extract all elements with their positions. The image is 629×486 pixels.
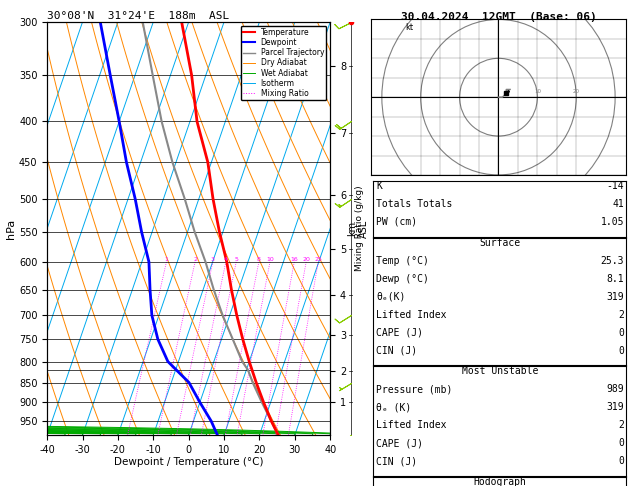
Text: CIN (J): CIN (J) xyxy=(376,456,417,467)
Text: 8: 8 xyxy=(257,257,261,262)
Text: CIN (J): CIN (J) xyxy=(376,346,417,356)
Text: 0: 0 xyxy=(618,328,624,338)
Text: Pressure (mb): Pressure (mb) xyxy=(376,384,452,395)
Text: Temp (°C): Temp (°C) xyxy=(376,256,429,266)
Legend: Temperature, Dewpoint, Parcel Trajectory, Dry Adiabat, Wet Adiabat, Isotherm, Mi: Temperature, Dewpoint, Parcel Trajectory… xyxy=(241,26,326,100)
Text: 20: 20 xyxy=(303,257,310,262)
Text: 30°08'N  31°24'E  188m  ASL: 30°08'N 31°24'E 188m ASL xyxy=(47,11,230,21)
Text: 2: 2 xyxy=(618,310,624,320)
Text: Lifted Index: Lifted Index xyxy=(376,420,447,431)
Text: Dewp (°C): Dewp (°C) xyxy=(376,274,429,284)
Text: 16: 16 xyxy=(291,257,298,262)
Text: Lifted Index: Lifted Index xyxy=(376,310,447,320)
Text: CAPE (J): CAPE (J) xyxy=(376,328,423,338)
Text: 8.1: 8.1 xyxy=(606,274,624,284)
Text: 10: 10 xyxy=(266,257,274,262)
Text: 25.3: 25.3 xyxy=(601,256,624,266)
Text: LCL: LCL xyxy=(372,365,388,375)
Text: 319: 319 xyxy=(606,402,624,413)
Text: 989: 989 xyxy=(606,384,624,395)
Text: 0: 0 xyxy=(618,456,624,467)
Text: 2: 2 xyxy=(618,420,624,431)
Text: 319: 319 xyxy=(606,292,624,302)
Text: 25: 25 xyxy=(314,257,322,262)
X-axis label: Dewpoint / Temperature (°C): Dewpoint / Temperature (°C) xyxy=(114,457,264,468)
Text: 3: 3 xyxy=(211,257,214,262)
Text: 4: 4 xyxy=(224,257,228,262)
Text: -14: -14 xyxy=(606,181,624,191)
Text: 1.05: 1.05 xyxy=(601,217,624,227)
Text: θₑ (K): θₑ (K) xyxy=(376,402,411,413)
Text: Hodograph: Hodograph xyxy=(474,477,526,486)
Y-axis label: km
ASL: km ASL xyxy=(348,219,369,238)
Y-axis label: hPa: hPa xyxy=(6,218,16,239)
Text: kt: kt xyxy=(405,23,413,33)
Text: Totals Totals: Totals Totals xyxy=(376,199,452,209)
Text: 0: 0 xyxy=(618,346,624,356)
Text: 0: 0 xyxy=(618,438,624,449)
Text: Mixing Ratio (g/kg): Mixing Ratio (g/kg) xyxy=(355,186,364,271)
Text: CAPE (J): CAPE (J) xyxy=(376,438,423,449)
Text: Surface: Surface xyxy=(479,238,521,248)
Text: PW (cm): PW (cm) xyxy=(376,217,417,227)
Text: 10: 10 xyxy=(534,89,541,94)
Text: 1: 1 xyxy=(165,257,169,262)
Text: 2: 2 xyxy=(193,257,197,262)
Text: 20: 20 xyxy=(573,89,580,94)
Text: 30.04.2024  12GMT  (Base: 06): 30.04.2024 12GMT (Base: 06) xyxy=(401,12,596,22)
Text: Most Unstable: Most Unstable xyxy=(462,366,538,377)
Text: 41: 41 xyxy=(612,199,624,209)
Text: 5: 5 xyxy=(234,257,238,262)
Text: θₑ(K): θₑ(K) xyxy=(376,292,406,302)
Text: K: K xyxy=(376,181,382,191)
